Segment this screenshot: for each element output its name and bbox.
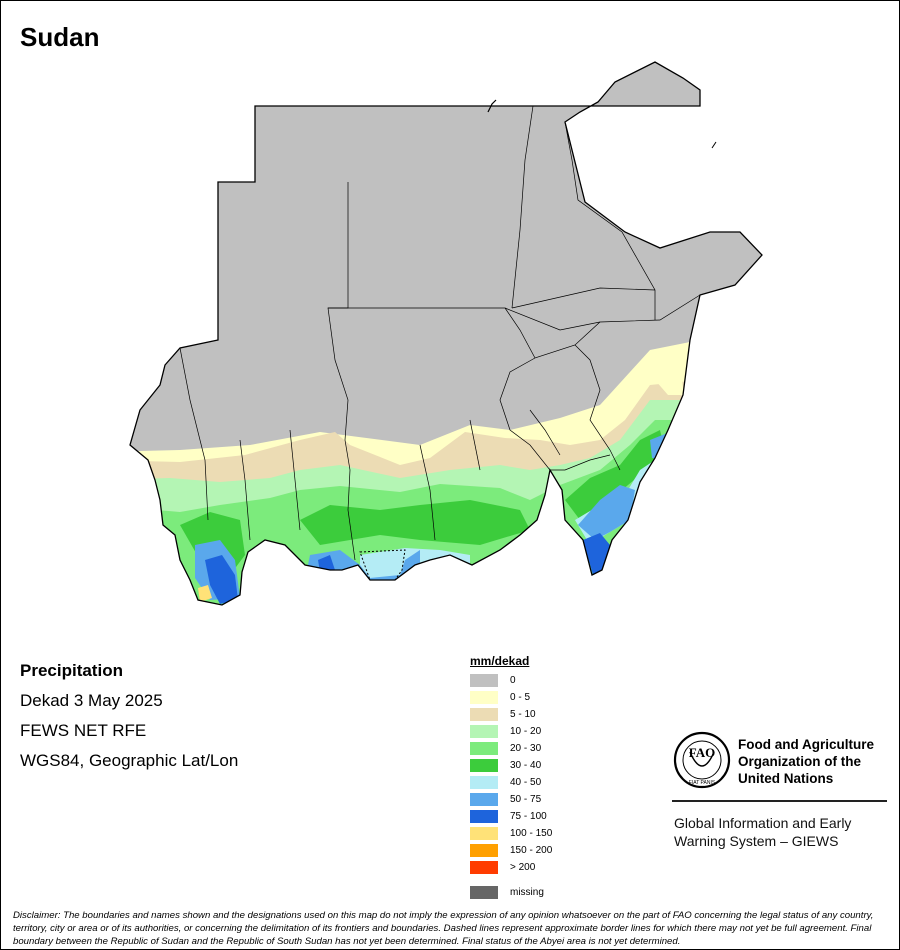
coast-islet <box>487 99 497 113</box>
legend-item: 10 - 20 <box>470 725 541 742</box>
legend-item: 150 - 200 <box>470 844 552 861</box>
logo-divider <box>672 800 887 802</box>
info-heading: Precipitation <box>20 661 123 680</box>
legend-item: 30 - 40 <box>470 759 541 776</box>
legend-swatch <box>470 691 498 704</box>
band-75-100-south <box>318 555 335 572</box>
band-30-40-east <box>565 430 665 520</box>
info-projection: WGS84, Geographic Lat/Lon <box>20 751 239 770</box>
legend-missing-swatch <box>470 886 498 899</box>
legend-swatch <box>470 674 498 687</box>
sudan-precipitation-map <box>129 61 763 606</box>
legend-swatch <box>470 844 498 857</box>
legend-swatch <box>470 759 498 772</box>
legend-item: 50 - 75 <box>470 793 541 810</box>
legend-label: 0 - 5 <box>510 692 531 703</box>
disclaimer: Disclaimer: The boundaries and names sho… <box>13 910 874 947</box>
legend-label: 40 - 50 <box>510 777 542 788</box>
legend-swatch <box>470 827 498 840</box>
legend-item: 0 <box>470 674 529 691</box>
legend-label: 0 <box>510 675 516 686</box>
legend-swatch <box>470 725 498 738</box>
legend-item: 20 - 30 <box>470 742 541 759</box>
legend-item: > 200 <box>470 861 535 878</box>
giews-name: Global Information and Early Warning Sys… <box>674 814 894 850</box>
abyei-area-outline <box>359 549 406 581</box>
fao-logo-block: FAO FIAT PANIS Food and Agriculture Orga… <box>672 730 887 849</box>
legend-label: 150 - 200 <box>510 845 553 856</box>
legend-swatch <box>470 742 498 755</box>
legend-label: 30 - 40 <box>510 760 542 771</box>
giews-line2: Warning System – GIEWS <box>674 833 839 849</box>
fao-org-name: Food and Agriculture Organization of the… <box>738 736 898 787</box>
coast-islet-small <box>711 141 717 149</box>
legend-item: 100 - 150 <box>470 827 552 844</box>
band-75-100-west <box>205 555 238 604</box>
legend-label: 20 - 30 <box>510 743 542 754</box>
legend-label: > 200 <box>510 862 536 873</box>
giews-line1: Global Information and Early <box>674 815 852 831</box>
legend-items: 0 0 - 5 5 - 10 10 - 20 20 - 30 30 - 40 40 - 50… <box>470 674 552 878</box>
fao-emblem-icon: FAO FIAT PANIS <box>673 731 731 789</box>
fao-motto: FIAT PANIS <box>689 780 716 786</box>
legend-label: 50 - 75 <box>510 794 542 805</box>
legend-label: 5 - 10 <box>510 709 536 720</box>
legend: mm/dekad 0 0 - 5 5 - 10 10 - 20 20 - 30 30 - … <box>470 654 552 899</box>
fao-org-line1: Food and Agriculture <box>738 737 874 752</box>
legend-label: 100 - 150 <box>510 828 553 839</box>
legend-swatch <box>470 793 498 806</box>
band-100-150 <box>198 585 212 602</box>
legend-item: 75 - 100 <box>470 810 547 827</box>
legend-label: 75 - 100 <box>510 811 547 822</box>
legend-swatch <box>470 810 498 823</box>
legend-label: 10 - 20 <box>510 726 542 737</box>
band-0-5-northeast <box>652 350 684 395</box>
fao-emblem-letters: FAO <box>689 745 715 760</box>
info-source: FEWS NET RFE <box>20 721 147 740</box>
legend-item: 40 - 50 <box>470 776 541 793</box>
band-50-75-east <box>578 485 635 540</box>
legend-item: 5 - 10 <box>470 708 536 725</box>
fao-org-line3: United Nations <box>738 771 834 786</box>
legend-title: mm/dekad <box>470 654 530 668</box>
legend-item: 0 - 5 <box>470 691 531 708</box>
legend-missing-label: missing <box>510 887 544 898</box>
legend-swatch <box>470 776 498 789</box>
state-boundaries <box>179 105 701 561</box>
legend-swatch <box>470 861 498 874</box>
fao-org-line2: Organization of the <box>738 754 861 769</box>
info-dekad: Dekad 3 May 2025 <box>20 691 163 710</box>
map-info: Precipitation Dekad 3 May 2025 FEWS NET … <box>20 656 238 776</box>
band-30-40-central <box>300 500 530 545</box>
map-title: Sudan <box>20 22 100 52</box>
legend-swatch <box>470 708 498 721</box>
